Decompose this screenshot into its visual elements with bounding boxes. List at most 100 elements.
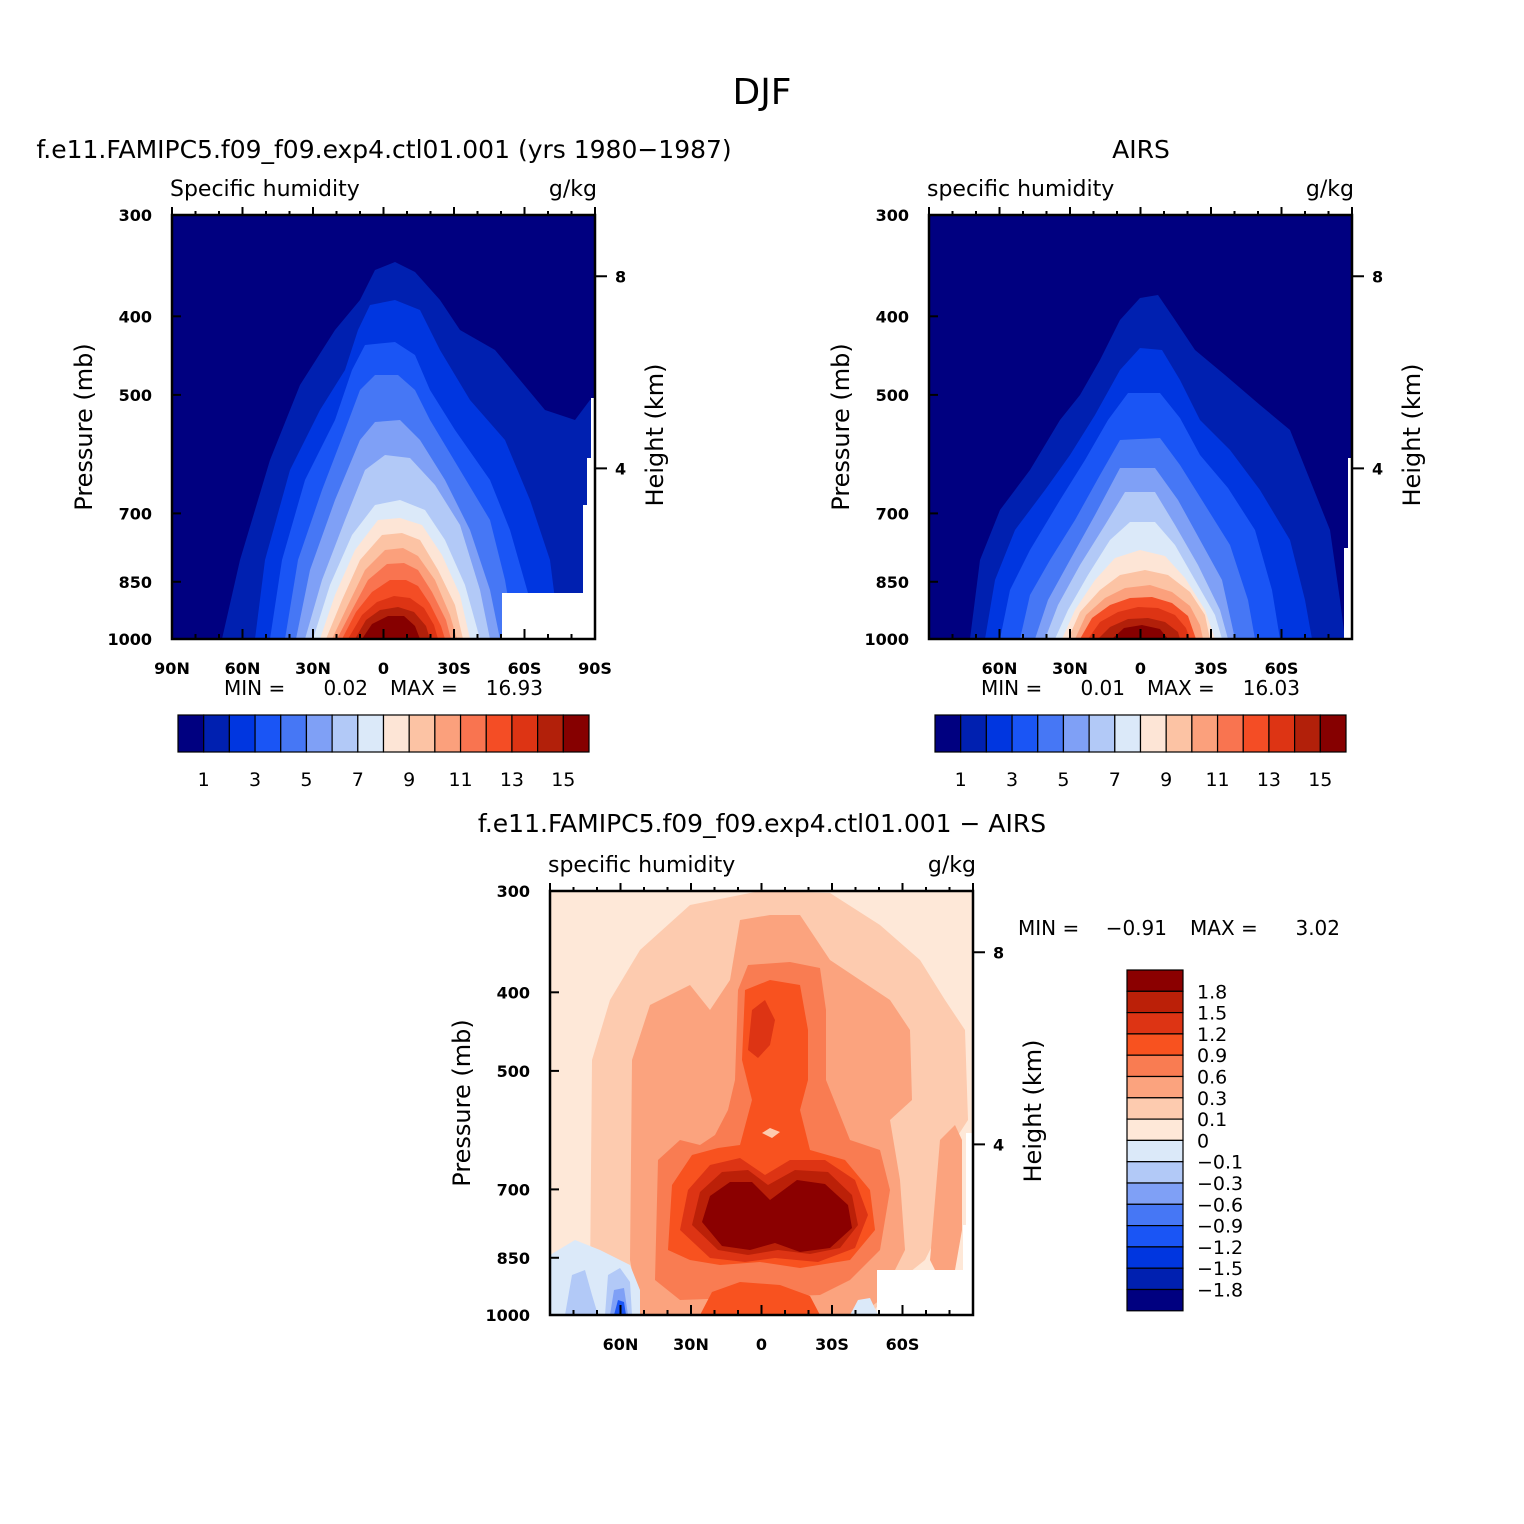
colorbar-swatch <box>1126 1267 1184 1291</box>
colorbar-label: 1.8 <box>1197 981 1227 1003</box>
colorbar-swatch <box>1126 1075 1184 1099</box>
x-tick-label: 30N <box>295 659 331 678</box>
colorbar-swatch <box>1126 1033 1184 1056</box>
panel-model-field <box>172 215 595 639</box>
colorbar-swatch <box>1216 714 1244 753</box>
colorbar-label: −0.1 <box>1197 1152 1243 1174</box>
missing-data-region <box>583 505 595 595</box>
x-tick-label: 60S <box>886 1335 920 1354</box>
colorbar-swatch <box>485 714 513 753</box>
colorbar-swatch <box>357 714 385 753</box>
colorbar-swatch <box>1126 1054 1184 1078</box>
colorbar-swatch <box>177 714 205 753</box>
y-tick-label: 850 <box>876 573 909 592</box>
x-tick-label: 0 <box>378 659 389 678</box>
colorbar-label: 7 <box>1109 769 1121 791</box>
colorbar-swatch <box>1126 1224 1184 1248</box>
x-tick-label: 30N <box>1052 659 1088 678</box>
panel-model-max-label: MAX = <box>390 676 458 700</box>
panel-model: f.e11.FAMIPC5.f09_f09.exp4.ctl01.001 (yr… <box>36 135 731 678</box>
colorbar-label: 11 <box>1205 769 1229 791</box>
colorbar-label: 15 <box>1308 769 1332 791</box>
y-tick-label: 700 <box>119 504 152 523</box>
colorbar-swatch <box>1126 990 1184 1014</box>
colorbar-swatch <box>1242 714 1270 753</box>
x-tick-label: 30N <box>673 1335 709 1354</box>
height-tick-label: 8 <box>615 267 626 286</box>
contour-band <box>362 616 420 639</box>
height-axis-title: Height (km) <box>1398 364 1426 507</box>
colorbar-obs: 1 3 5 7 9 11 13 15 <box>934 714 1347 791</box>
y-tick-label: 500 <box>119 386 152 405</box>
missing-data-region <box>1344 548 1352 639</box>
panel-model-max-value: 16.93 <box>486 676 543 700</box>
missing-data-region <box>963 1225 973 1275</box>
panel-diff-variable: specific humidity <box>548 853 735 878</box>
panel-model-ticks: 300 400 500 700 850 1000 8 4 90N 60N 30N 0 30S 60S 90S… <box>70 206 669 678</box>
x-tick-label: 90N <box>154 659 190 678</box>
colorbar-label: −1.2 <box>1197 1237 1243 1259</box>
colorbar-label: 0.1 <box>1197 1109 1227 1131</box>
colorbar-label: 3 <box>1006 769 1018 791</box>
y-tick-label: 300 <box>876 206 909 225</box>
panel-obs-units: g/kg <box>1306 177 1354 202</box>
colorbar-swatch <box>203 714 230 753</box>
colorbar-label: 1.2 <box>1197 1024 1227 1046</box>
colorbar-swatch <box>562 714 590 753</box>
y-axis-title: Pressure (mb) <box>827 343 855 510</box>
y-tick-label: 850 <box>119 573 152 592</box>
height-axis-title: Height (km) <box>1019 1040 1047 1183</box>
height-tick-label: 8 <box>1372 267 1383 286</box>
colorbar-swatch <box>985 714 1013 753</box>
panel-diff-ticks: 300 400 500 700 850 1000 8 4 60N 30N 0 30S 60S Pressu… <box>448 882 1047 1354</box>
y-tick-label: 300 <box>119 206 152 225</box>
panel-diff-max-label: MAX = <box>1190 916 1258 940</box>
y-tick-label: 1000 <box>107 630 152 649</box>
missing-data-region <box>966 1133 973 1228</box>
x-tick-label: 0 <box>756 1335 767 1354</box>
colorbar-swatch <box>1114 714 1142 753</box>
x-tick-label: 30S <box>437 659 471 678</box>
panel-diff: f.e11.FAMIPC5.f09_f09.exp4.ctl01.001 − A… <box>448 809 1340 1354</box>
x-tick-label: 60N <box>982 659 1018 678</box>
colorbar-swatch <box>1126 1011 1184 1035</box>
height-tick-label: 4 <box>1372 459 1383 478</box>
colorbar-swatch <box>434 714 462 753</box>
colorbar-label: 1 <box>955 769 967 791</box>
colorbar-label: 13 <box>1257 769 1281 791</box>
y-tick-label: 300 <box>497 882 530 901</box>
panel-obs-max-value: 16.03 <box>1243 676 1300 700</box>
y-tick-label: 700 <box>497 1180 530 1199</box>
panel-obs-min-label: MIN = <box>981 676 1042 700</box>
contour-band <box>930 1125 962 1280</box>
panel-obs-title: AIRS <box>1112 135 1170 164</box>
colorbar-swatch <box>1126 1288 1184 1312</box>
colorbar-swatch <box>1126 1097 1184 1120</box>
colorbar-label: 11 <box>448 769 472 791</box>
y-tick-label: 1000 <box>864 630 909 649</box>
y-axis-title: Pressure (mb) <box>70 343 98 510</box>
colorbar-label: 13 <box>500 769 524 791</box>
panel-obs-field <box>929 215 1352 639</box>
x-tick-label: 30S <box>1194 659 1228 678</box>
colorbar-swatch <box>254 714 282 753</box>
panel-diff-max-value: 3.02 <box>1295 916 1340 940</box>
colorbar-label: 5 <box>300 769 312 791</box>
missing-data-region <box>587 458 595 508</box>
colorbar-swatch <box>960 714 987 753</box>
colorbar-swatch <box>537 714 564 753</box>
panel-obs-ticks: 300 400 500 700 850 1000 8 4 60N 30N 0 30S 60S Pressu… <box>827 206 1426 678</box>
colorbar-label: 15 <box>551 769 575 791</box>
contour-band <box>748 1000 775 1058</box>
missing-data-region <box>1348 458 1352 550</box>
colorbar-swatch <box>1037 714 1065 753</box>
colorbar-swatch <box>1139 714 1167 753</box>
colorbar-label: −1.5 <box>1197 1258 1243 1280</box>
y-tick-label: 700 <box>876 504 909 523</box>
panel-diff-min-label: MIN = <box>1018 916 1079 940</box>
panel-diff-title: f.e11.FAMIPC5.f09_f09.exp4.ctl01.001 − A… <box>478 809 1046 838</box>
y-tick-label: 1000 <box>485 1306 530 1325</box>
y-tick-label: 400 <box>497 983 530 1002</box>
height-tick-label: 4 <box>615 459 626 478</box>
